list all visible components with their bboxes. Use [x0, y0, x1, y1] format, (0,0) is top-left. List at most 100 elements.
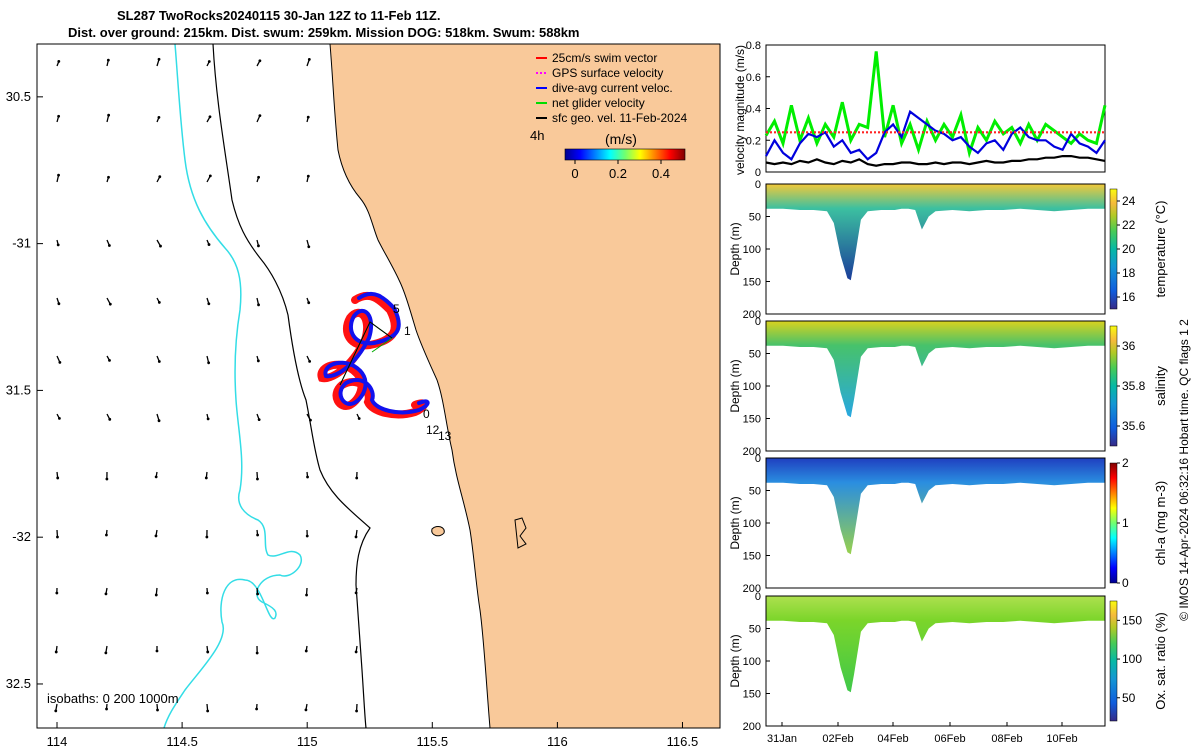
- map-colorbar-title: (m/s): [605, 131, 637, 147]
- map-y-tick-label: 31.5: [6, 382, 31, 397]
- legend-label: net glider velocity: [552, 96, 645, 110]
- map-x-tick-label: 115: [297, 734, 318, 749]
- velocity-y-tick-label: 0.4: [746, 104, 761, 116]
- velocity-arrowhead: [157, 57, 161, 61]
- velocity-arrowhead: [154, 475, 158, 479]
- velocity-arrowhead: [155, 649, 159, 653]
- velocity-series-line: [765, 155, 1106, 167]
- sfc-geo-velocity-arrows: [54, 57, 361, 713]
- velocity-arrowhead: [105, 707, 108, 711]
- section-y-tick-label: 200: [743, 721, 761, 733]
- velocity-y-tick-label: 0.6: [746, 72, 761, 84]
- velocity-arrowhead: [257, 175, 260, 179]
- velocity-arrowhead: [257, 303, 260, 307]
- velocity-y-tick-label: 0.8: [746, 40, 761, 52]
- velocity-arrowhead: [105, 477, 109, 481]
- section-y-tick-label: 200: [743, 309, 761, 321]
- map-colorbar-tick-label: 0: [571, 166, 578, 181]
- velocity-arrowhead: [207, 243, 211, 246]
- section-data-fill: [766, 458, 1105, 555]
- section-colorbar-label: temperature (°C): [1153, 201, 1168, 298]
- velocity-arrowhead: [159, 244, 162, 248]
- map-y-tick-label: -32: [12, 529, 31, 544]
- section-y-tick-label: 150: [743, 414, 761, 426]
- depth-section-panel: 0 50 100 150 200 Depth (m) 0 1 2 chl-a (mg m-3): [728, 453, 1168, 595]
- map-colorbar: [564, 148, 686, 161]
- velocity-arrowhead: [304, 708, 308, 712]
- dive-avg-current-track: [323, 291, 430, 415]
- velocity-arrowhead: [107, 244, 111, 247]
- section-colorbar: [1109, 325, 1118, 447]
- velocity-arrowhead: [157, 301, 161, 304]
- velocity-arrowhead: [307, 301, 311, 305]
- velocity-arrowhead: [105, 533, 108, 537]
- island-rottnest: [431, 525, 445, 537]
- velocity-arrowhead: [106, 58, 110, 62]
- section-colorbar-tick-label: 1: [1122, 516, 1129, 530]
- section-colorbar: [1109, 600, 1118, 722]
- velocity-series-line: [764, 51, 1107, 159]
- velocity-arrowhead: [157, 419, 161, 423]
- land-area: [329, 43, 721, 729]
- velocity-arrowhead: [107, 113, 111, 117]
- velocity-arrowhead: [205, 591, 209, 595]
- velocity-arrowhead: [157, 115, 161, 119]
- velocity-arrowhead: [305, 534, 309, 538]
- section-colorbar-tick-label: 16: [1122, 290, 1136, 304]
- section-y-axis-label: Depth (m): [728, 359, 742, 412]
- velocity-arrowhead: [205, 535, 209, 539]
- velocity-arrowhead: [104, 651, 108, 655]
- velocity-arrowhead: [56, 476, 60, 480]
- map-y-tick-label: 30.5: [6, 89, 31, 104]
- section-y-tick-label: 0: [755, 179, 761, 191]
- velocity-arrowhead: [57, 302, 61, 306]
- map-x-tick-label: 115.5: [417, 734, 449, 749]
- section-y-tick-label: 100: [743, 656, 761, 668]
- velocity-arrowhead: [57, 114, 61, 118]
- map-y-tick-label: 32.5: [6, 676, 31, 691]
- section-y-tick-label: 0: [755, 453, 761, 465]
- velocity-arrowhead: [207, 361, 211, 365]
- section-colorbar-tick-label: 36: [1122, 339, 1136, 353]
- isobaths-label: isobaths: 0 200 1000m: [47, 691, 179, 706]
- velocity-arrowhead: [207, 302, 211, 306]
- track-interval-label: 4h: [530, 128, 544, 143]
- velocity-arrowhead: [58, 416, 61, 420]
- velocity-arrowhead: [108, 417, 112, 421]
- velocity-arrowhead: [54, 650, 58, 654]
- legend-label: dive-avg current veloc.: [552, 81, 673, 95]
- section-colorbar-label: chl-a (mg m-3): [1153, 481, 1168, 566]
- time-axis-tick-label: 10Feb: [1046, 733, 1077, 745]
- velocity-arrowhead: [108, 302, 112, 306]
- velocity-arrowhead: [256, 359, 260, 363]
- velocity-arrowhead: [307, 57, 311, 61]
- section-y-tick-label: 50: [749, 212, 761, 224]
- map-axes-frame: [36, 43, 721, 729]
- velocity-arrowhead: [306, 475, 309, 479]
- velocity-y-axis-label: velocity magnitude (m/s): [733, 45, 747, 175]
- velocity-arrowhead: [208, 174, 212, 178]
- velocity-arrowhead: [304, 649, 308, 653]
- velocity-arrowhead: [207, 60, 211, 63]
- section-colorbar-tick-label: 18: [1122, 266, 1136, 280]
- section-colorbar-tick-label: 50: [1122, 691, 1136, 705]
- section-y-tick-label: 100: [743, 381, 761, 393]
- section-colorbar-tick-label: 2: [1122, 456, 1129, 470]
- velocity-arrowhead: [355, 709, 358, 713]
- track-day-label: 0: [423, 407, 430, 421]
- velocity-arrowhead: [157, 360, 161, 363]
- figure-title-line2: Dist. over ground: 215km. Dist. swum: 25…: [68, 25, 580, 40]
- velocity-arrowhead: [58, 360, 62, 364]
- velocity-arrowhead: [256, 592, 260, 596]
- velocity-arrowhead: [355, 476, 359, 480]
- section-data-fill: [766, 184, 1105, 281]
- section-y-tick-label: 150: [743, 551, 761, 563]
- velocity-arrowhead: [306, 115, 310, 119]
- velocity-arrowhead: [354, 535, 358, 539]
- velocity-arrowhead: [258, 59, 262, 63]
- velocity-arrowhead: [206, 709, 210, 713]
- section-data-fill: [766, 321, 1105, 418]
